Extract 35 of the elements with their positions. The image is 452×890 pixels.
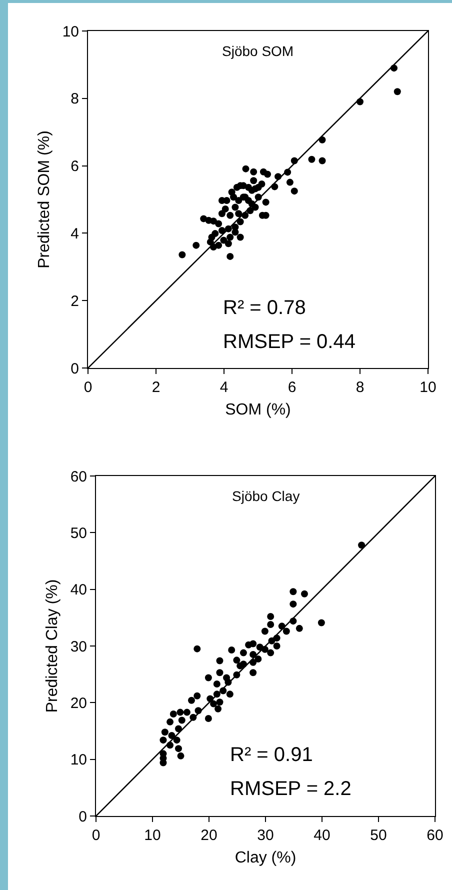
x-tick-label: 4 — [220, 379, 228, 396]
y-tick-label: 8 — [70, 90, 79, 108]
x-tick-label: 30 — [257, 827, 274, 844]
x-tick-label: 6 — [288, 379, 296, 396]
annotation: RMSEP = 0.44 — [223, 331, 356, 353]
y-tick-label: 20 — [70, 694, 87, 712]
x-tick-label: 60 — [426, 827, 444, 844]
y-axis-title: Predicted Clay (%) — [44, 579, 62, 713]
y-tick-label: 6 — [70, 158, 79, 176]
x-axis-title: Clay (%) — [234, 850, 296, 867]
y-tick-label: 10 — [70, 752, 87, 769]
y-tick-label: 2 — [70, 292, 79, 310]
y-axis-title: Predicted SOM (%) — [36, 130, 54, 268]
y-tick-label: 30 — [70, 638, 87, 656]
annotation: RMSEP = 2.2 — [230, 778, 352, 800]
x-tick-label: 10 — [420, 379, 436, 396]
x-tick-label: 50 — [370, 827, 387, 844]
x-tick-label: 0 — [92, 827, 100, 844]
x-tick-label: 10 — [144, 827, 161, 844]
x-tick-label: 20 — [200, 827, 218, 844]
x-tick-label: 40 — [314, 827, 330, 844]
x-tick-label: 8 — [356, 379, 364, 396]
annotation: R² = 0.78 — [223, 297, 306, 319]
y-tick-label: 50 — [70, 524, 87, 542]
y-tick-label: 0 — [78, 808, 87, 826]
y-tick-label: 4 — [70, 225, 79, 242]
annotation: R² = 0.91 — [230, 744, 313, 766]
y-tick-label: 60 — [70, 468, 87, 486]
y-tick-label: 0 — [70, 360, 79, 378]
x-axis-title: SOM (%) — [225, 402, 291, 419]
annotation: Sjöbo Clay — [232, 488, 300, 504]
annotation: Sjöbo SOM — [222, 43, 294, 59]
x-tick-label: 2 — [152, 379, 160, 396]
y-tick-label: 40 — [70, 582, 87, 599]
y-tick-label: 10 — [62, 23, 79, 40]
